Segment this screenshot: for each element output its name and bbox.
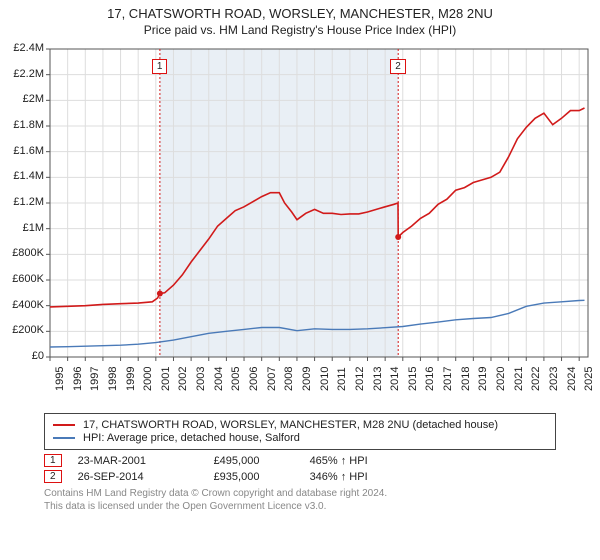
x-axis-label: 2009	[301, 367, 313, 391]
event-marker-box: 1	[152, 59, 168, 74]
legend-swatch	[53, 424, 75, 426]
event-date: 26-SEP-2014	[78, 471, 198, 483]
x-axis-label: 2003	[195, 367, 207, 391]
event-pct: 465% ↑ HPI	[310, 455, 368, 467]
event-price: £935,000	[214, 471, 294, 483]
x-axis-label: 2013	[372, 367, 384, 391]
x-axis-label: 2008	[283, 367, 295, 391]
x-axis-label: 2025	[583, 367, 595, 391]
copyright-line: Contains HM Land Registry data © Crown c…	[44, 487, 556, 500]
x-axis-label: 2019	[477, 367, 489, 391]
y-axis-label: £200K	[6, 324, 44, 336]
y-axis-label: £1.8M	[6, 119, 44, 131]
x-axis-label: 2015	[407, 367, 419, 391]
event-number-box: 2	[44, 470, 62, 483]
x-axis-label: 2002	[177, 367, 189, 391]
chart-svg	[0, 41, 600, 411]
y-axis-label: £1.2M	[6, 196, 44, 208]
x-axis-label: 2007	[266, 367, 278, 391]
x-axis-label: 2005	[230, 367, 242, 391]
legend: 17, CHATSWORTH ROAD, WORSLEY, MANCHESTER…	[44, 413, 556, 450]
copyright-text: Contains HM Land Registry data © Crown c…	[44, 487, 556, 513]
event-price: £495,000	[214, 455, 294, 467]
x-axis-label: 2016	[424, 367, 436, 391]
x-axis-label: 1998	[107, 367, 119, 391]
y-axis-label: £2.2M	[6, 68, 44, 80]
x-axis-label: 2011	[336, 367, 348, 391]
event-marker-box: 2	[390, 59, 406, 74]
legend-label: 17, CHATSWORTH ROAD, WORSLEY, MANCHESTER…	[83, 419, 498, 431]
event-row: 2 26-SEP-2014 £935,000 346% ↑ HPI	[44, 470, 556, 483]
y-axis-label: £1.4M	[6, 170, 44, 182]
legend-label: HPI: Average price, detached house, Salf…	[83, 432, 300, 444]
y-axis-label: £1.6M	[6, 145, 44, 157]
x-axis-label: 1999	[125, 367, 137, 391]
y-axis-label: £0	[6, 350, 44, 362]
x-axis-label: 2004	[213, 367, 225, 391]
event-number-box: 1	[44, 454, 62, 467]
chart-area: £0 £200K £400K £600K £800K £1M £1.2M £1.4M £1.6M…	[0, 41, 600, 411]
y-axis-label: £1M	[6, 222, 44, 234]
chart-titles: 17, CHATSWORTH ROAD, WORSLEY, MANCHESTER…	[0, 0, 600, 41]
x-axis-label: 2020	[495, 367, 507, 391]
x-axis-label: 1997	[89, 367, 101, 391]
x-axis-label: 2014	[389, 367, 401, 391]
y-axis-label: £2.4M	[6, 42, 44, 54]
x-axis-label: 2023	[548, 367, 560, 391]
legend-swatch	[53, 437, 75, 439]
x-axis-label: 2022	[530, 367, 542, 391]
chart-title-address: 17, CHATSWORTH ROAD, WORSLEY, MANCHESTER…	[10, 6, 590, 21]
chart-subtitle: Price paid vs. HM Land Registry's House …	[10, 23, 590, 37]
x-axis-label: 2021	[513, 367, 525, 391]
event-row: 1 23-MAR-2001 £495,000 465% ↑ HPI	[44, 454, 556, 467]
x-axis-label: 2018	[460, 367, 472, 391]
x-axis-label: 1995	[54, 367, 66, 391]
x-axis-label: 2001	[160, 367, 172, 391]
event-pct: 346% ↑ HPI	[310, 471, 368, 483]
legend-row: 17, CHATSWORTH ROAD, WORSLEY, MANCHESTER…	[53, 419, 547, 431]
y-axis-label: £600K	[6, 273, 44, 285]
y-axis-label: £800K	[6, 247, 44, 259]
y-axis-label: £400K	[6, 299, 44, 311]
x-axis-label: 2024	[566, 367, 578, 391]
x-axis-label: 2000	[142, 367, 154, 391]
legend-row: HPI: Average price, detached house, Salf…	[53, 432, 547, 444]
x-axis-label: 2012	[354, 367, 366, 391]
y-axis-label: £2M	[6, 93, 44, 105]
x-axis-label: 2010	[319, 367, 331, 391]
event-date: 23-MAR-2001	[78, 455, 198, 467]
transaction-events: 1 23-MAR-2001 £495,000 465% ↑ HPI 2 26-S…	[44, 454, 556, 483]
x-axis-label: 2006	[248, 367, 260, 391]
x-axis-label: 1996	[72, 367, 84, 391]
copyright-line: This data is licensed under the Open Gov…	[44, 500, 556, 513]
x-axis-label: 2017	[442, 367, 454, 391]
